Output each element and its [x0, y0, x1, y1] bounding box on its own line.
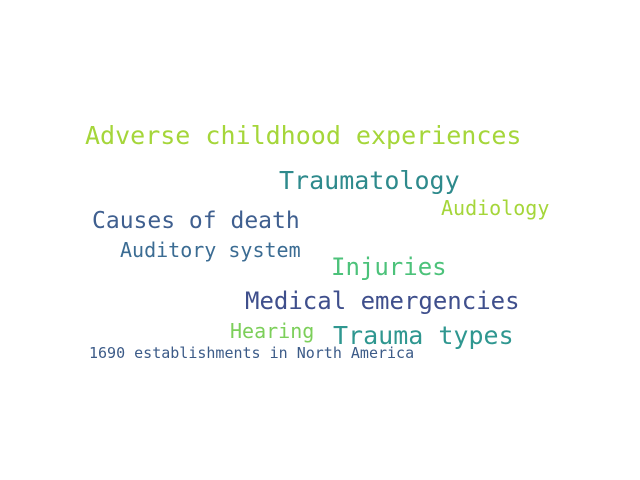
word-causes-of-death: Causes of death	[92, 208, 300, 234]
word-traumatology: Traumatology	[279, 166, 460, 195]
word-injuries: Injuries	[331, 253, 447, 281]
word-auditory-system: Auditory system	[120, 238, 301, 262]
word-medical-emergencies: Medical emergencies	[245, 287, 520, 315]
word-adverse-childhood-experiences: Adverse childhood experiences	[85, 121, 522, 150]
word-trauma-types: Trauma types	[333, 321, 514, 350]
word-hearing: Hearing	[230, 319, 315, 343]
word-1690-establishments-in-north-america: 1690 establishments in North America	[89, 344, 415, 362]
word-audiology: Audiology	[441, 196, 550, 220]
